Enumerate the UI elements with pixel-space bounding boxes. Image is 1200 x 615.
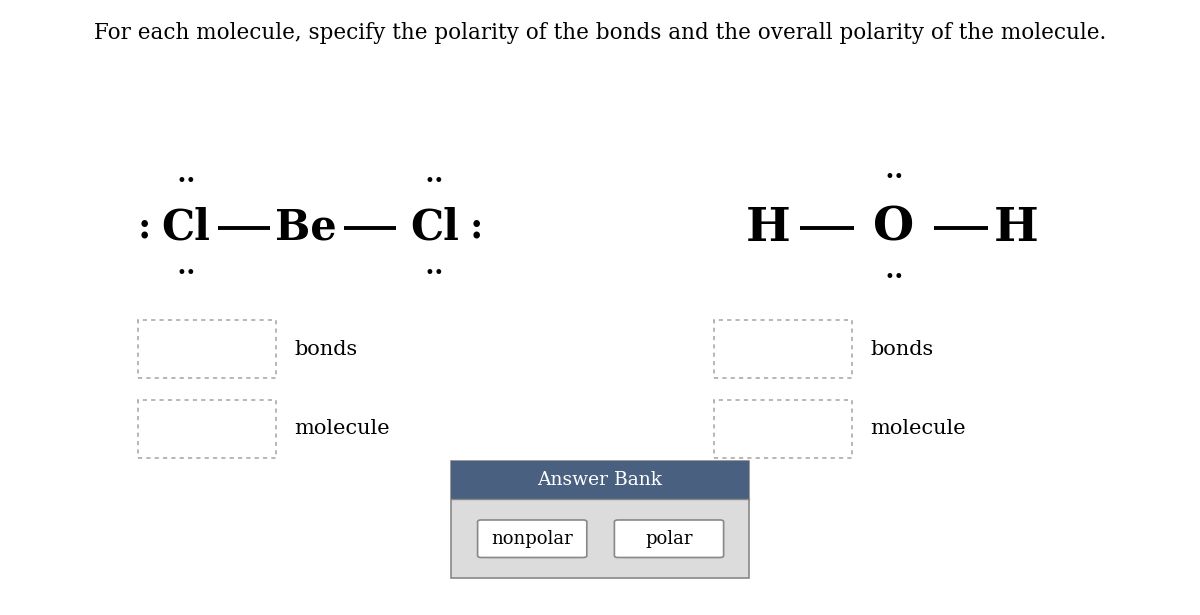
Text: H: H	[745, 205, 791, 250]
Text: ••: ••	[176, 265, 196, 282]
FancyBboxPatch shape	[614, 520, 724, 557]
Text: molecule: molecule	[294, 419, 390, 438]
Text: Cl: Cl	[410, 207, 458, 248]
Text: ••: ••	[425, 265, 444, 282]
Text: Answer Bank: Answer Bank	[538, 471, 662, 490]
Text: ••: ••	[176, 173, 196, 190]
Text: ••: ••	[884, 169, 904, 186]
Text: bonds: bonds	[870, 339, 934, 359]
Text: :: :	[469, 210, 484, 245]
Text: molecule: molecule	[870, 419, 966, 438]
Text: H: H	[994, 205, 1039, 250]
Text: O: O	[874, 205, 914, 250]
Text: ••: ••	[425, 173, 444, 190]
Text: ••: ••	[884, 269, 904, 287]
Text: bonds: bonds	[294, 339, 358, 359]
Text: polar: polar	[646, 530, 692, 548]
Text: Be: Be	[275, 207, 337, 248]
FancyBboxPatch shape	[451, 461, 749, 578]
FancyBboxPatch shape	[478, 520, 587, 557]
FancyBboxPatch shape	[451, 461, 749, 499]
Text: For each molecule, specify the polarity of the bonds and the overall polarity of: For each molecule, specify the polarity …	[94, 22, 1106, 44]
Text: Cl: Cl	[162, 207, 210, 248]
Text: :: :	[137, 210, 151, 245]
Text: nonpolar: nonpolar	[491, 530, 574, 548]
